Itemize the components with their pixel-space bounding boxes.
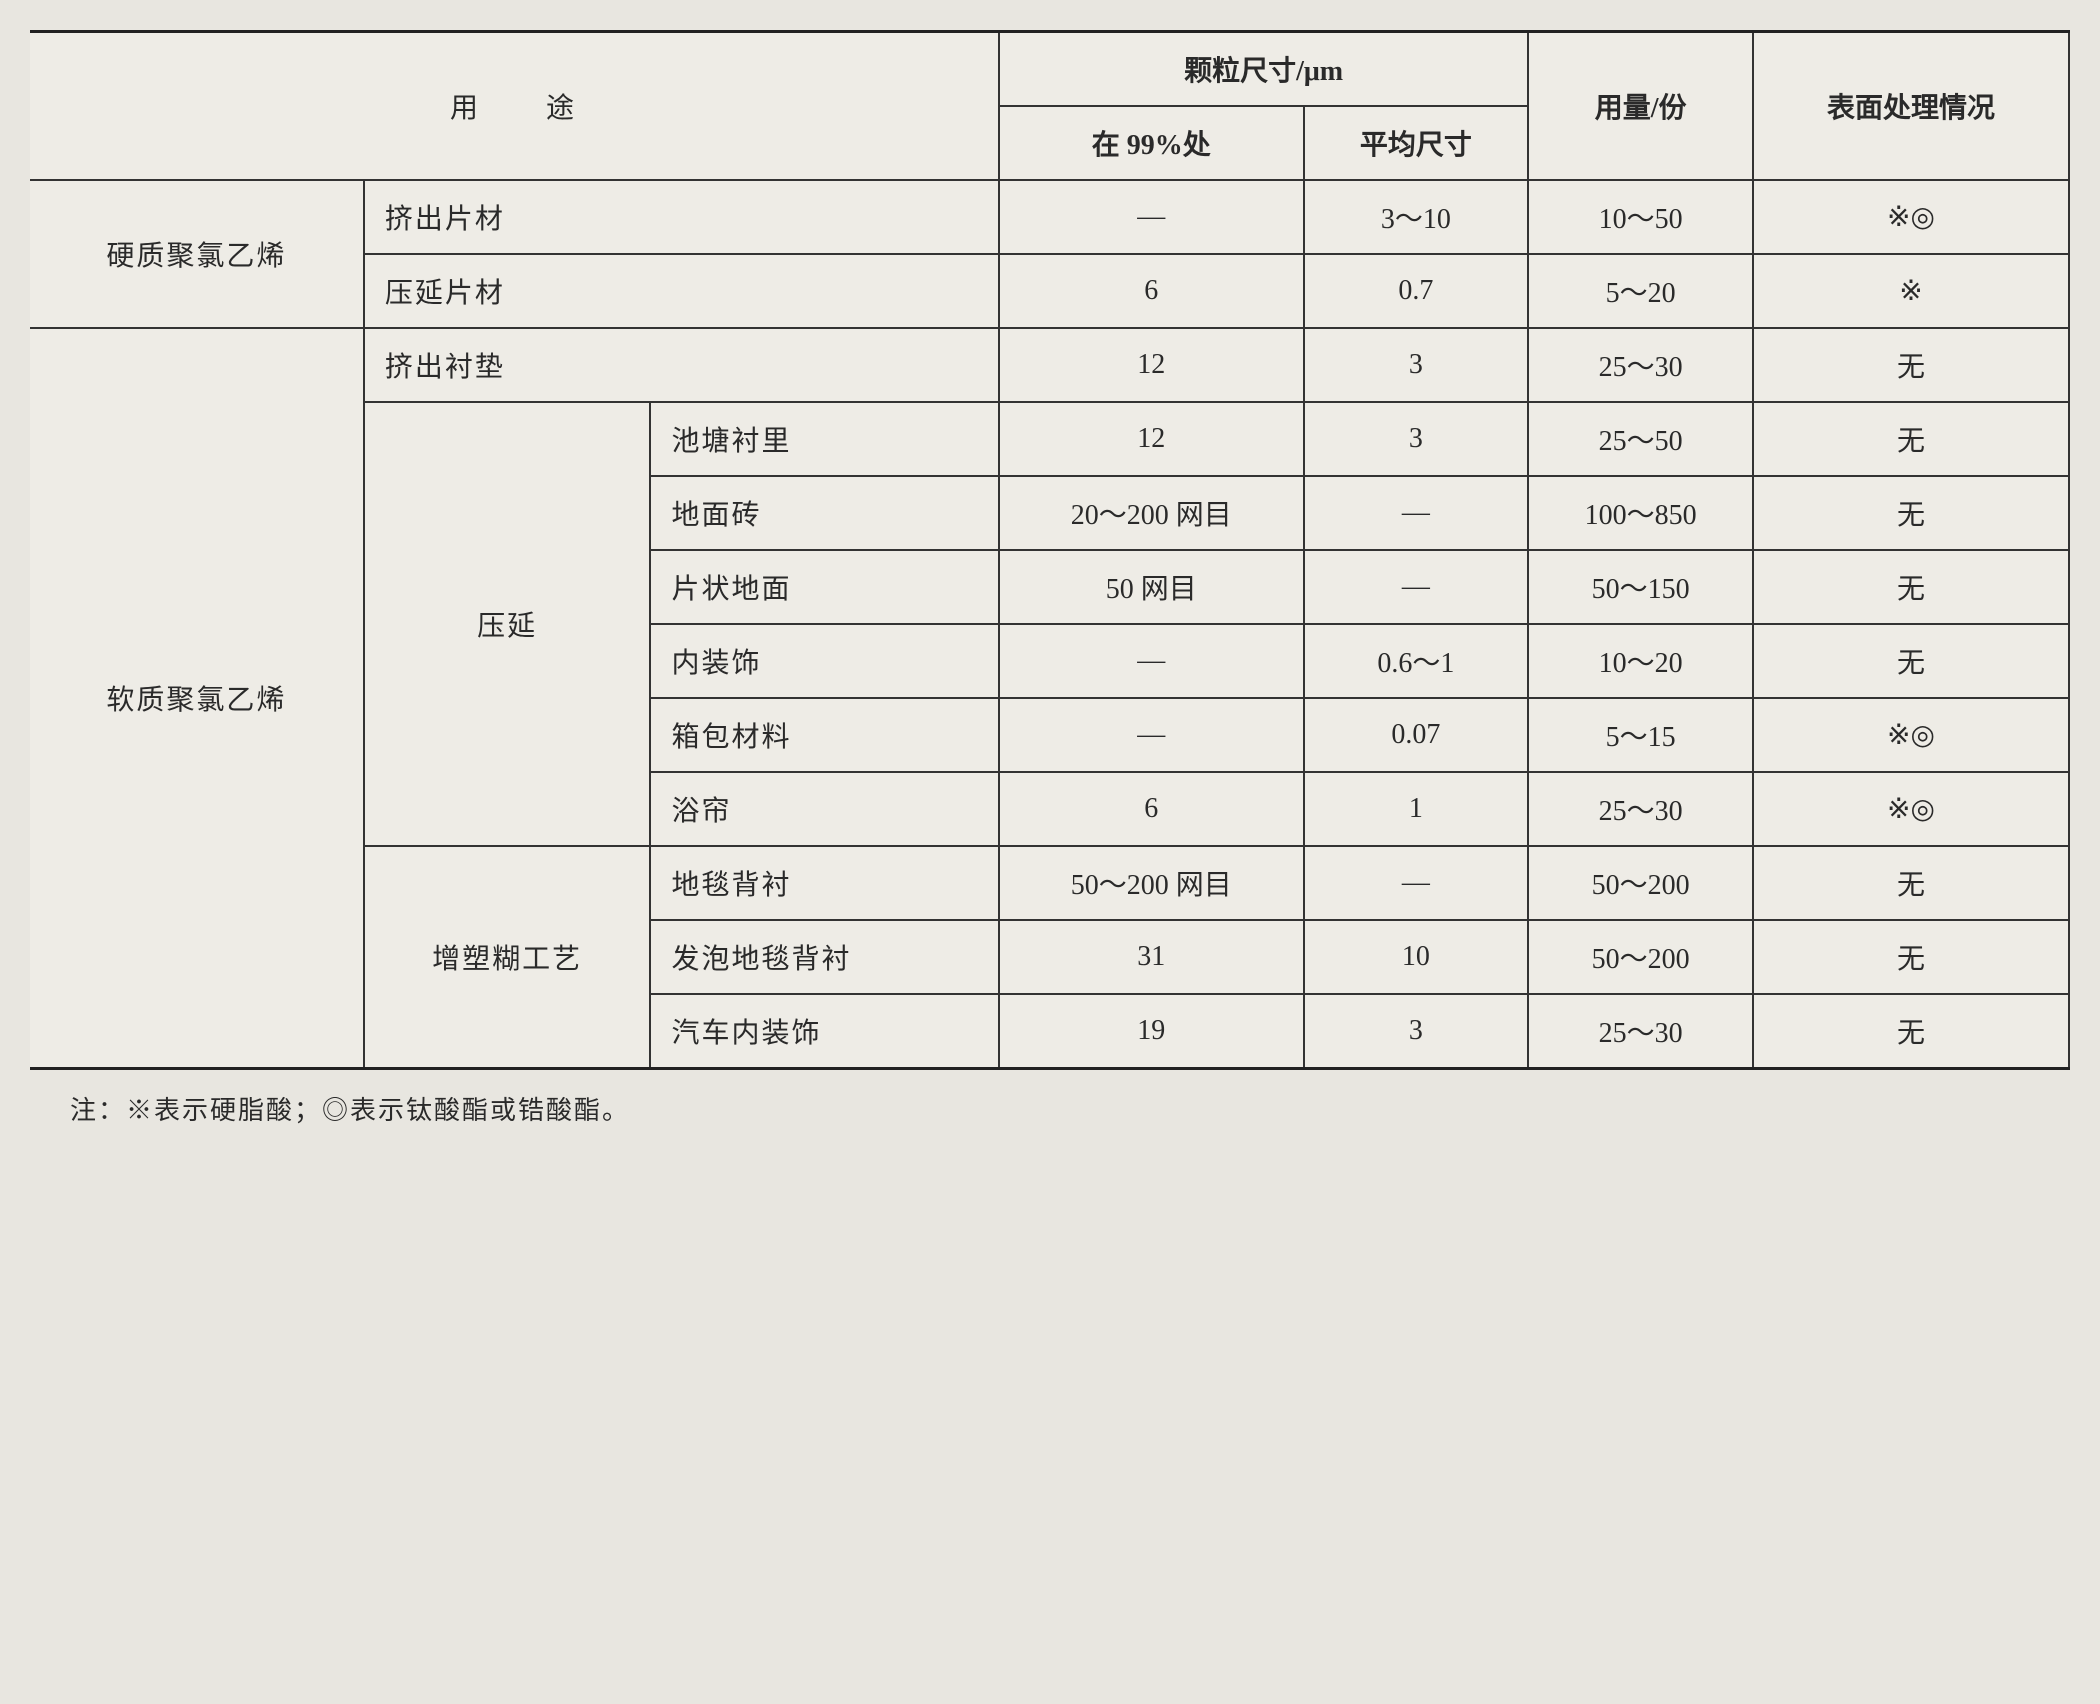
usage-cell: 池塘衬里 — [650, 402, 999, 476]
at99-cell: 6 — [999, 254, 1304, 328]
amt-cell: 50～200 — [1528, 846, 1753, 920]
amt-cell: 10～50 — [1528, 180, 1753, 254]
surf-cell: 无 — [1753, 402, 2069, 476]
header-avg: 平均尺寸 — [1304, 106, 1529, 180]
at99-cell: — — [999, 698, 1304, 772]
surf-cell: ※◎ — [1753, 772, 2069, 846]
avg-cell: 0.7 — [1304, 254, 1529, 328]
amt-cell: 25～30 — [1528, 328, 1753, 402]
surf-cell: 无 — [1753, 920, 2069, 994]
header-row-1: 用 途 颗粒尺寸/μm 用量/份 表面处理情况 — [30, 32, 2069, 107]
at99-cell: 20～200 网目 — [999, 476, 1304, 550]
avg-cell: 3～10 — [1304, 180, 1529, 254]
surf-cell: ※ — [1753, 254, 2069, 328]
header-amount: 用量/份 — [1528, 32, 1753, 181]
avg-cell: 3 — [1304, 402, 1529, 476]
avg-cell: — — [1304, 476, 1529, 550]
surf-cell: ※◎ — [1753, 180, 2069, 254]
usage-cell: 汽车内装饰 — [650, 994, 999, 1069]
amt-cell: 100～850 — [1528, 476, 1753, 550]
at99-cell: 31 — [999, 920, 1304, 994]
cat-hard-pvc: 硬质聚氯乙烯 — [30, 180, 364, 328]
amt-cell: 50～150 — [1528, 550, 1753, 624]
usage-cell: 挤出衬垫 — [364, 328, 999, 402]
surf-cell: 无 — [1753, 476, 2069, 550]
surf-cell: 无 — [1753, 846, 2069, 920]
amt-cell: 25～30 — [1528, 772, 1753, 846]
cat-extrude: 压延 — [364, 402, 651, 846]
at99-cell: 6 — [999, 772, 1304, 846]
table-row: 硬质聚氯乙烯 挤出片材 — 3～10 10～50 ※◎ — [30, 180, 2069, 254]
usage-cell: 片状地面 — [650, 550, 999, 624]
cat-soft-pvc: 软质聚氯乙烯 — [30, 328, 364, 1069]
footnote: 注：※表示硬脂酸；◎表示钛酸酯或锆酸酯。 — [30, 1090, 2070, 1127]
at99-cell: 19 — [999, 994, 1304, 1069]
at99-cell: — — [999, 624, 1304, 698]
avg-cell: — — [1304, 846, 1529, 920]
usage-cell: 箱包材料 — [650, 698, 999, 772]
amt-cell: 25～50 — [1528, 402, 1753, 476]
usage-cell: 挤出片材 — [364, 180, 999, 254]
at99-cell: 50～200 网目 — [999, 846, 1304, 920]
amt-cell: 50～200 — [1528, 920, 1753, 994]
at99-cell: — — [999, 180, 1304, 254]
usage-cell: 浴帘 — [650, 772, 999, 846]
cat-plastisol: 增塑糊工艺 — [364, 846, 651, 1069]
amt-cell: 25～30 — [1528, 994, 1753, 1069]
header-at99: 在 99%处 — [999, 106, 1304, 180]
at99-cell: 50 网目 — [999, 550, 1304, 624]
amt-cell: 5～15 — [1528, 698, 1753, 772]
header-usage: 用 途 — [30, 32, 999, 181]
at99-cell: 12 — [999, 402, 1304, 476]
usage-cell: 发泡地毯背衬 — [650, 920, 999, 994]
at99-cell: 12 — [999, 328, 1304, 402]
avg-cell: 1 — [1304, 772, 1529, 846]
header-surface: 表面处理情况 — [1753, 32, 2069, 181]
table-row: 软质聚氯乙烯 挤出衬垫 12 3 25～30 无 — [30, 328, 2069, 402]
surf-cell: 无 — [1753, 994, 2069, 1069]
avg-cell: 0.07 — [1304, 698, 1529, 772]
surf-cell: 无 — [1753, 550, 2069, 624]
avg-cell: 0.6～1 — [1304, 624, 1529, 698]
amt-cell: 10～20 — [1528, 624, 1753, 698]
header-particle-size: 颗粒尺寸/μm — [999, 32, 1528, 107]
surf-cell: 无 — [1753, 328, 2069, 402]
avg-cell: 3 — [1304, 328, 1529, 402]
avg-cell: 3 — [1304, 994, 1529, 1069]
usage-cell: 地毯背衬 — [650, 846, 999, 920]
avg-cell: — — [1304, 550, 1529, 624]
usage-cell: 地面砖 — [650, 476, 999, 550]
usage-cell: 压延片材 — [364, 254, 999, 328]
usage-cell: 内装饰 — [650, 624, 999, 698]
surf-cell: 无 — [1753, 624, 2069, 698]
data-table: 用 途 颗粒尺寸/μm 用量/份 表面处理情况 在 99%处 平均尺寸 硬质聚氯… — [30, 30, 2070, 1070]
amt-cell: 5～20 — [1528, 254, 1753, 328]
surf-cell: ※◎ — [1753, 698, 2069, 772]
avg-cell: 10 — [1304, 920, 1529, 994]
